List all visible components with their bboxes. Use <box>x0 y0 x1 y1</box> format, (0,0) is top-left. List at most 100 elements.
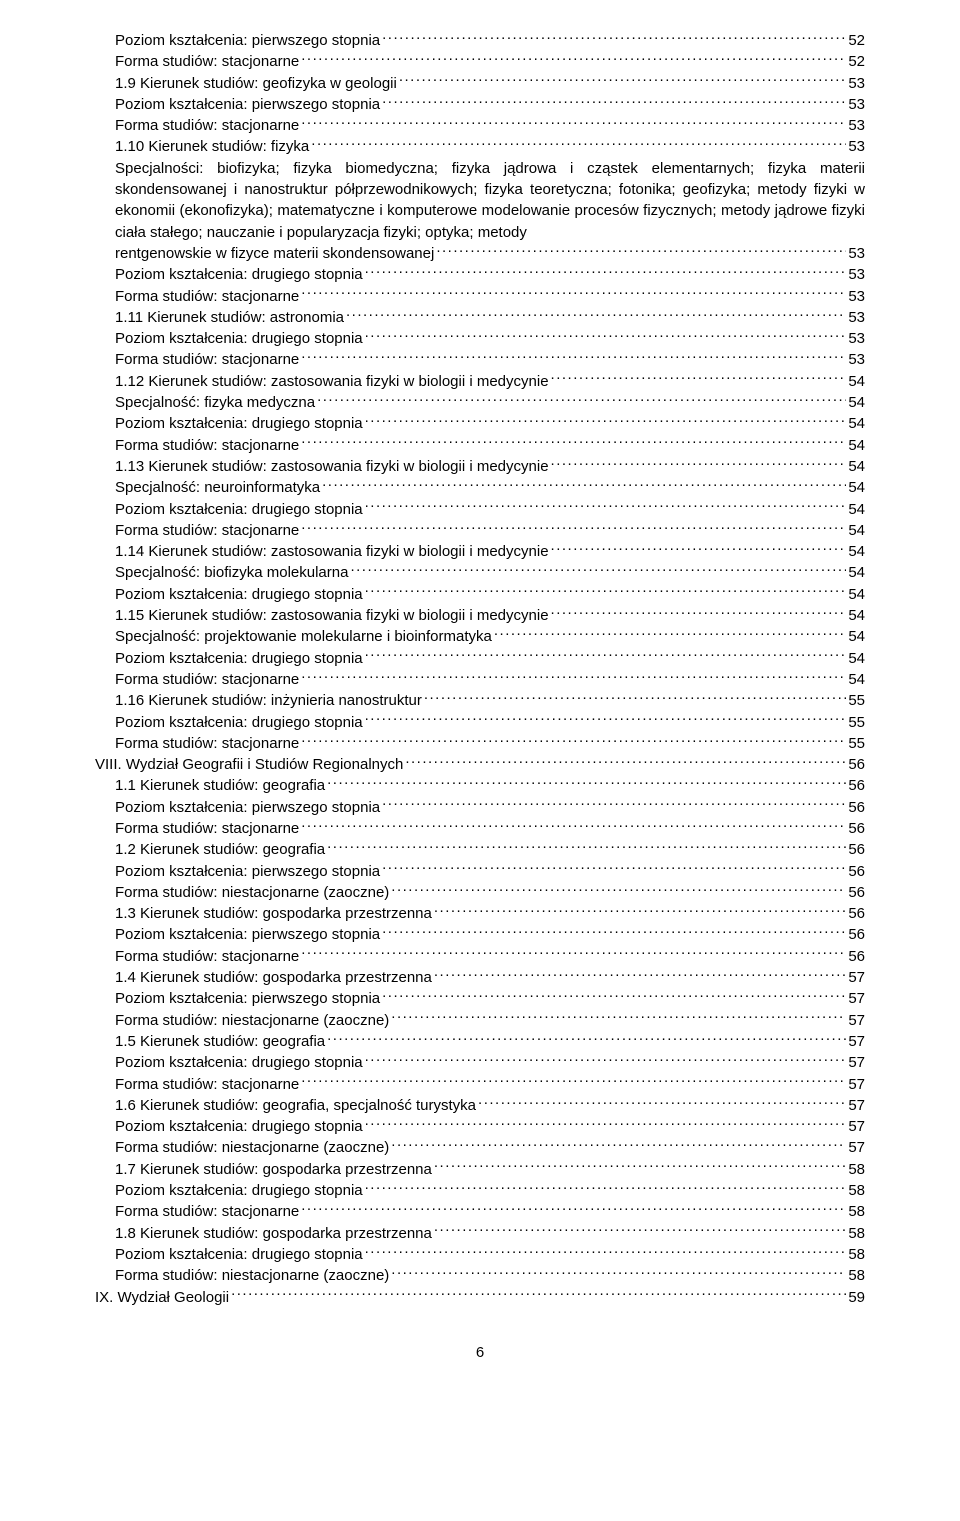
toc-entry-page: 57 <box>848 1116 865 1137</box>
toc-entry-text: Poziom kształcenia: drugiego stopnia <box>115 1180 363 1201</box>
toc-leader-dots <box>311 136 846 151</box>
toc-entry-page: 52 <box>848 51 865 72</box>
toc-entry-text: 1.5 Kierunek studiów: geografia <box>115 1031 325 1052</box>
toc-entry: Poziom kształcenia: drugiego stopnia 53 <box>95 264 865 285</box>
toc-leader-dots <box>391 1010 846 1025</box>
toc-entry: Forma studiów: stacjonarne 56 <box>95 946 865 967</box>
toc-entry-page: 55 <box>848 733 865 754</box>
toc-entry-page: 56 <box>848 882 865 903</box>
toc-leader-dots <box>551 456 847 471</box>
toc-entry-page: 56 <box>848 754 865 775</box>
toc-entry-page: 58 <box>848 1180 865 1201</box>
toc-entry-multiline: Specjalności: biofizyka; fizyka biomedyc… <box>95 158 865 264</box>
toc-entry-page: 54 <box>848 435 865 456</box>
toc-entry-page: 53 <box>848 286 865 307</box>
toc-leader-dots <box>405 754 846 769</box>
toc-entry: Forma studiów: stacjonarne 53 <box>95 115 865 136</box>
toc-leader-dots <box>365 584 847 599</box>
toc-entry-page: 55 <box>848 690 865 711</box>
toc-entry: 1.15 Kierunek studiów: zastosowania fizy… <box>95 605 865 626</box>
toc-leader-dots <box>365 1244 847 1259</box>
toc-entry-text: Forma studiów: stacjonarne <box>115 1074 299 1095</box>
toc-leader-dots <box>434 967 846 982</box>
toc-entry-text: Forma studiów: stacjonarne <box>115 733 299 754</box>
toc-entry-page: 54 <box>848 520 865 541</box>
toc-entry-text: Poziom kształcenia: pierwszego stopnia <box>115 797 380 818</box>
toc-entry: Forma studiów: niestacjonarne (zaoczne) … <box>95 1010 865 1031</box>
toc-entry-text: 1.3 Kierunek studiów: gospodarka przestr… <box>115 903 432 924</box>
toc-entry: Forma studiów: niestacjonarne (zaoczne) … <box>95 1137 865 1158</box>
toc-entry: Poziom kształcenia: pierwszego stopnia 5… <box>95 30 865 51</box>
toc-leader-dots <box>382 924 846 939</box>
toc-entry-page: 54 <box>848 413 865 434</box>
table-of-contents: Poziom kształcenia: pierwszego stopnia 5… <box>95 30 865 1308</box>
toc-entry-text: Poziom kształcenia: pierwszego stopnia <box>115 30 380 51</box>
toc-leader-dots <box>382 861 846 876</box>
toc-entry-page: 59 <box>848 1287 865 1308</box>
toc-leader-dots <box>301 349 846 364</box>
toc-entry-text: Specjalność: neuroinformatyka <box>115 477 320 498</box>
toc-leader-dots <box>327 775 846 790</box>
toc-entry-page: 57 <box>848 1095 865 1116</box>
toc-leader-dots <box>434 1159 846 1174</box>
toc-entry-text: 1.12 Kierunek studiów: zastosowania fizy… <box>115 371 549 392</box>
toc-entry-text: Poziom kształcenia: pierwszego stopnia <box>115 924 380 945</box>
toc-entry-page: 54 <box>848 541 865 562</box>
toc-entry-page: 54 <box>848 477 865 498</box>
toc-entry-page: 54 <box>848 456 865 477</box>
toc-entry: 1.10 Kierunek studiów: fizyka 53 <box>95 136 865 157</box>
toc-entry: Forma studiów: niestacjonarne (zaoczne) … <box>95 882 865 903</box>
toc-entry-text: 1.16 Kierunek studiów: inżynieria nanost… <box>115 690 422 711</box>
toc-entry-text: Poziom kształcenia: drugiego stopnia <box>115 499 363 520</box>
toc-entry: 1.9 Kierunek studiów: geofizyka w geolog… <box>95 73 865 94</box>
toc-entry-text: Forma studiów: stacjonarne <box>115 435 299 456</box>
toc-entry: 1.1 Kierunek studiów: geografia 56 <box>95 775 865 796</box>
toc-entry-page: 53 <box>848 243 865 264</box>
toc-entry-text: Poziom kształcenia: drugiego stopnia <box>115 1244 363 1265</box>
toc-entry-text: 1.4 Kierunek studiów: gospodarka przestr… <box>115 967 432 988</box>
toc-leader-dots <box>365 648 847 663</box>
toc-entry: Forma studiów: stacjonarne 54 <box>95 435 865 456</box>
toc-entry-text: Forma studiów: stacjonarne <box>115 349 299 370</box>
toc-leader-dots <box>350 562 846 577</box>
toc-entry-text: 1.6 Kierunek studiów: geografia, specjal… <box>115 1095 476 1116</box>
toc-entry: Poziom kształcenia: drugiego stopnia 55 <box>95 712 865 733</box>
toc-entry-page: 53 <box>848 115 865 136</box>
toc-leader-dots <box>327 839 846 854</box>
toc-entry-page: 53 <box>848 94 865 115</box>
toc-entry: 1.3 Kierunek studiów: gospodarka przestr… <box>95 903 865 924</box>
toc-entry-text: Forma studiów: niestacjonarne (zaoczne) <box>115 1265 389 1286</box>
toc-leader-dots <box>365 1180 847 1195</box>
toc-entry: Specjalność: projektowanie molekularne i… <box>95 626 865 647</box>
toc-leader-dots <box>301 286 846 301</box>
toc-entry-text: Forma studiów: stacjonarne <box>115 946 299 967</box>
toc-entry-page: 58 <box>848 1159 865 1180</box>
toc-leader-dots <box>494 626 846 641</box>
toc-entry: 1.6 Kierunek studiów: geografia, specjal… <box>95 1095 865 1116</box>
toc-entry: Poziom kształcenia: drugiego stopnia 58 <box>95 1244 865 1265</box>
toc-entry: Poziom kształcenia: drugiego stopnia 58 <box>95 1180 865 1201</box>
toc-leader-dots <box>382 797 846 812</box>
toc-entry: Specjalność: neuroinformatyka 54 <box>95 477 865 498</box>
toc-leader-dots <box>551 605 847 620</box>
toc-leader-dots <box>301 818 846 833</box>
toc-entry: Forma studiów: stacjonarne 54 <box>95 520 865 541</box>
toc-entry-page: 57 <box>848 967 865 988</box>
toc-entry-text: Poziom kształcenia: pierwszego stopnia <box>115 94 380 115</box>
toc-leader-dots <box>301 115 846 130</box>
toc-entry-page: 56 <box>848 839 865 860</box>
toc-leader-dots <box>317 392 846 407</box>
toc-entry-text: Forma studiów: niestacjonarne (zaoczne) <box>115 1010 389 1031</box>
toc-entry: Poziom kształcenia: pierwszego stopnia 5… <box>95 94 865 115</box>
toc-entry-page: 58 <box>848 1265 865 1286</box>
toc-leader-dots <box>231 1287 846 1302</box>
toc-leader-dots <box>301 51 846 66</box>
toc-leader-dots <box>399 73 846 88</box>
toc-leader-dots <box>365 264 847 279</box>
toc-entry-text: Poziom kształcenia: drugiego stopnia <box>115 328 363 349</box>
toc-entry-text: rentgenowskie w fizyce materii skondenso… <box>115 243 434 264</box>
toc-entry: Poziom kształcenia: drugiego stopnia 54 <box>95 499 865 520</box>
toc-entry-text: VIII. Wydział Geografii i Studiów Region… <box>95 754 403 775</box>
toc-entry-page: 56 <box>848 903 865 924</box>
toc-entry-text: Forma studiów: stacjonarne <box>115 1201 299 1222</box>
